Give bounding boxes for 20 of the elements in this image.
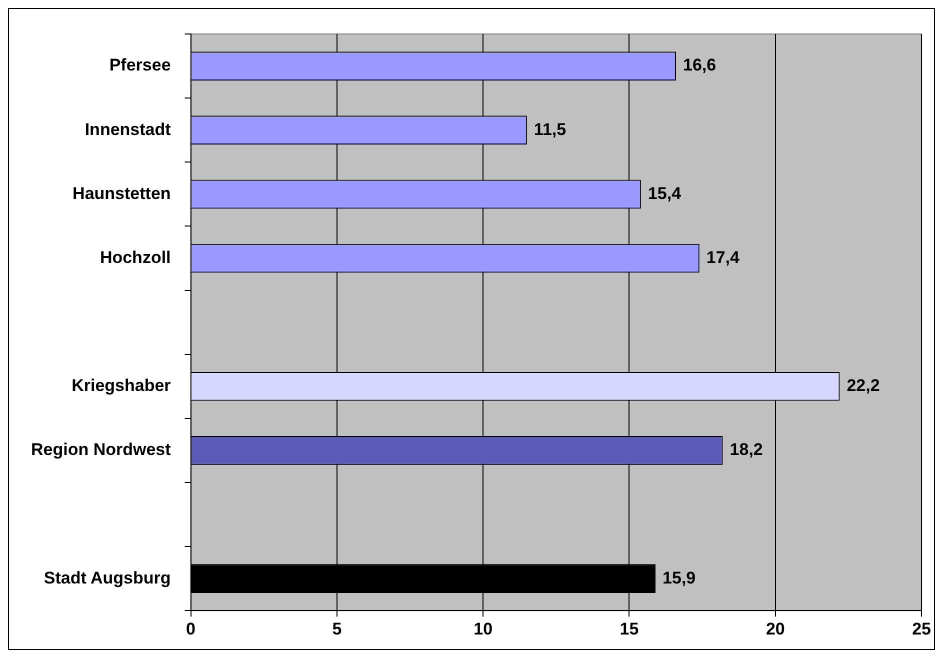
data-label: 17,4 bbox=[706, 248, 740, 267]
y-tick-label: Haunstetten bbox=[72, 184, 171, 203]
y-tick-label: Kriegshaber bbox=[72, 376, 172, 396]
data-label: 22,2 bbox=[846, 376, 880, 396]
y-tick-label: Innenstadt bbox=[84, 120, 172, 139]
data-label: 11,5 bbox=[534, 120, 566, 139]
data-label: 15,9 bbox=[662, 568, 696, 588]
x-tick-label: 5 bbox=[332, 619, 342, 638]
x-tick-label: 10 bbox=[474, 619, 493, 638]
y-tick-label: Hochzoll bbox=[100, 248, 171, 267]
x-tick-label: 20 bbox=[766, 619, 785, 638]
x-tick-label: 0 bbox=[186, 619, 196, 638]
x-tick-label: 15 bbox=[620, 619, 639, 638]
data-label: 16,6 bbox=[683, 56, 716, 75]
data-label: 18,2 bbox=[730, 440, 763, 460]
data-label: 15,4 bbox=[648, 184, 682, 203]
y-tick-label: Stadt Augsburg bbox=[44, 568, 171, 588]
x-tick-label: 25 bbox=[912, 619, 932, 638]
y-tick-label: Pfersee bbox=[109, 56, 171, 75]
y-tick-label: Region Nordwest bbox=[30, 440, 172, 460]
